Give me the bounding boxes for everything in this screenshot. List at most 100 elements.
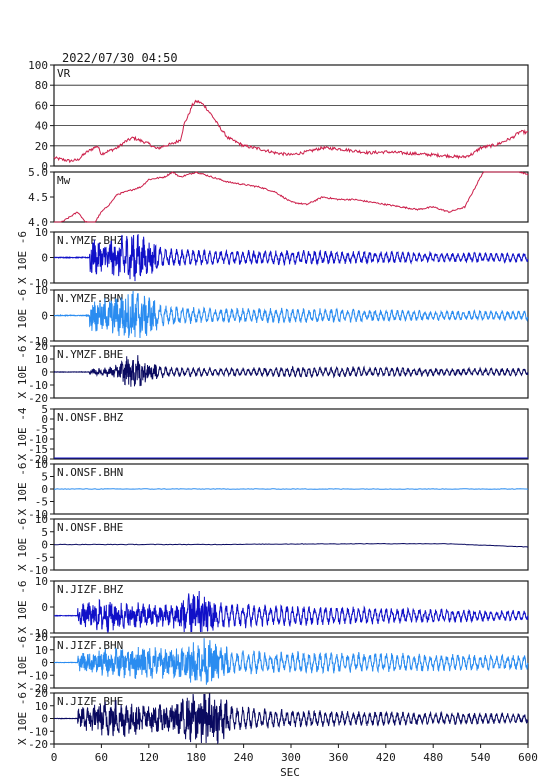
y-tick-label: -5 bbox=[35, 496, 48, 509]
y-tick-label: -20 bbox=[28, 392, 48, 405]
unit-label: X 10E -6 bbox=[16, 581, 29, 634]
x-tick-label: 180 bbox=[186, 751, 206, 764]
y-tick-label: 0 bbox=[41, 657, 48, 670]
panel-ymzf-bhn: 10 0 -10 N.YMZF.BHN X 10E -6 bbox=[16, 284, 529, 348]
y-tick-label: 0 bbox=[41, 310, 48, 323]
y-tick-label: 0 bbox=[41, 539, 48, 552]
panel-frame bbox=[53, 580, 529, 634]
y-tick-label: 10 bbox=[35, 700, 48, 713]
y-tick-label: -10 bbox=[28, 725, 48, 738]
panel-label: N.ONSF.BHE bbox=[57, 521, 123, 534]
trace-line bbox=[53, 542, 529, 548]
panel-label: VR bbox=[57, 67, 71, 80]
unit-label: X 10E -6 bbox=[16, 692, 29, 745]
x-tick-label: 0 bbox=[51, 751, 58, 764]
y-tick-label: 5 bbox=[41, 471, 48, 484]
y-tick-label: 0 bbox=[41, 483, 48, 496]
y-tick-label: 20 bbox=[35, 687, 48, 700]
y-tick-label: 5 bbox=[41, 526, 48, 539]
panel-label: N.YMZF.BHE bbox=[57, 348, 123, 361]
y-tick-label: 10 bbox=[35, 226, 48, 239]
y-tick-label: -10 bbox=[28, 669, 48, 682]
y-tick-label: 10 bbox=[35, 458, 48, 471]
y-tick-label: 0 bbox=[41, 160, 48, 173]
y-tick-label: 0 bbox=[41, 713, 48, 726]
unit-label: X 10E -6 bbox=[16, 518, 29, 571]
panel-mw: 5.0 4.5 4.0 Mw bbox=[28, 166, 529, 229]
y-tick-label: -10 bbox=[28, 508, 48, 521]
unit-label: X 10E -6 bbox=[16, 463, 29, 516]
y-tick-label: -10 bbox=[28, 627, 48, 640]
x-tick-label: 480 bbox=[423, 751, 443, 764]
panel-frame bbox=[53, 64, 529, 167]
panel-frame bbox=[53, 408, 529, 460]
y-tick-label: 60 bbox=[35, 99, 48, 112]
y-tick-label: -20 bbox=[28, 738, 48, 751]
y-tick-label: 5.0 bbox=[28, 166, 48, 179]
y-tick-label: -10 bbox=[28, 433, 48, 446]
trace-line bbox=[53, 355, 529, 387]
x-tick-label: 300 bbox=[281, 751, 301, 764]
trace-line bbox=[53, 638, 529, 685]
unit-label: X 10E -6 bbox=[16, 289, 29, 342]
x-axis-label: SEC bbox=[280, 766, 300, 779]
panel-vr: 100 80 60 40 20 0 VR bbox=[28, 59, 529, 173]
x-tick-label: 60 bbox=[95, 751, 108, 764]
y-tick-label: 80 bbox=[35, 79, 48, 92]
panel-label: Mw bbox=[57, 174, 71, 187]
trace-line bbox=[53, 234, 529, 282]
x-tick-label: 600 bbox=[518, 751, 538, 764]
y-tick-label: 0 bbox=[41, 366, 48, 379]
x-axis: 0 60 120 180 240 300 360 420 480 540 600 bbox=[51, 744, 538, 764]
figure-title: 2022/07/30 04:50 bbox=[62, 51, 178, 65]
trace-line bbox=[53, 693, 529, 745]
y-tick-label: -20 bbox=[28, 682, 48, 695]
y-tick-label: -10 bbox=[28, 335, 48, 348]
unit-label: X 10E -6 bbox=[16, 636, 29, 689]
unit-label: X 10E -6 bbox=[16, 231, 29, 284]
x-tick-label: 120 bbox=[139, 751, 159, 764]
panel-label: N.YMZF.BHZ bbox=[57, 234, 124, 247]
y-tick-label: -5 bbox=[35, 423, 48, 436]
y-tick-label: -5 bbox=[35, 551, 48, 564]
panel-label: N.ONSF.BHZ bbox=[57, 411, 124, 424]
trace-line bbox=[53, 590, 529, 634]
panel-jizf-bhz: 10 0 -10 N.JIZF.BHZ X 10E -6 bbox=[16, 575, 529, 640]
y-tick-label: 20 bbox=[35, 631, 48, 644]
y-tick-label: -10 bbox=[28, 564, 48, 577]
y-tick-label: 10 bbox=[35, 575, 48, 588]
panel-label: N.YMZF.BHN bbox=[57, 292, 123, 305]
y-tick-label: -10 bbox=[28, 277, 48, 290]
panel-onsf-bhz: 50-5-10-15-20 N.ONSF.BHZ X 10E -4 bbox=[16, 403, 529, 466]
x-tick-label: 360 bbox=[328, 751, 348, 764]
y-tick-label: 5 bbox=[41, 403, 48, 416]
y-tick-label: 20 bbox=[35, 140, 48, 153]
y-tick-label: -10 bbox=[28, 379, 48, 392]
y-tick-label: 0 bbox=[41, 601, 48, 614]
y-tick-label: 40 bbox=[35, 120, 48, 133]
trace-line bbox=[54, 171, 529, 223]
y-tick-label: 0 bbox=[41, 252, 48, 265]
y-tick-label: 10 bbox=[35, 644, 48, 657]
panel-group: 100806040200VR5.04.54.0Mw100-10N.YMZF.BH… bbox=[16, 59, 529, 751]
panel-label: N.JIZF.BHN bbox=[57, 639, 123, 652]
y-tick-label: 10 bbox=[35, 284, 48, 297]
y-tick-label: -15 bbox=[28, 443, 48, 456]
unit-label: X 10E -4 bbox=[16, 407, 29, 460]
trace-line bbox=[54, 290, 529, 339]
y-tick-label: 10 bbox=[35, 353, 48, 366]
y-tick-label: 20 bbox=[35, 340, 48, 353]
y-tick-label: 100 bbox=[28, 59, 48, 72]
panel-label: N.JIZF.BHZ bbox=[57, 583, 124, 596]
x-tick-label: 420 bbox=[376, 751, 396, 764]
y-tick-label: 0 bbox=[41, 413, 48, 426]
x-tick-label: 540 bbox=[471, 751, 491, 764]
y-tick-label: 10 bbox=[35, 513, 48, 526]
unit-label: X 10E -6 bbox=[16, 346, 29, 399]
